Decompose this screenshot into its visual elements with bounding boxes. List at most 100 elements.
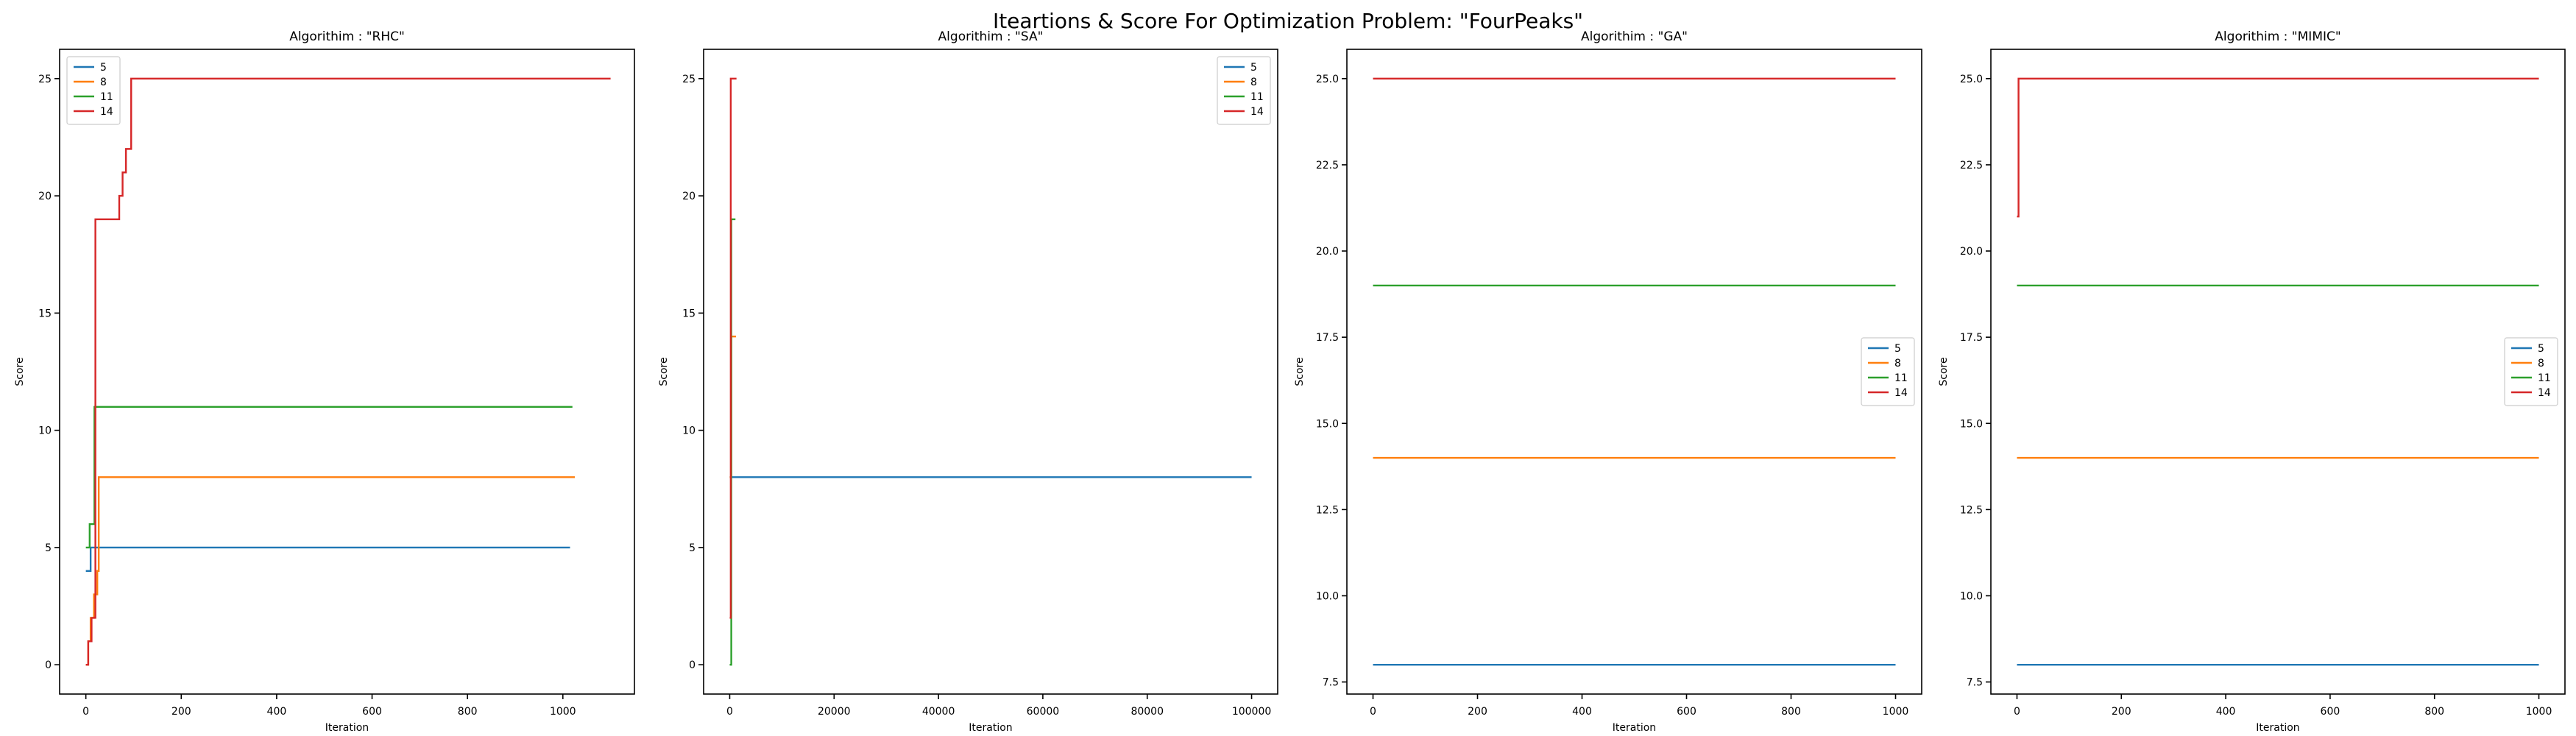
y-tick-label: 17.5 <box>1960 332 1983 344</box>
x-tick-label: 200 <box>171 706 191 718</box>
legend-label: 5 <box>2538 343 2544 355</box>
y-tick-label: 15 <box>682 308 696 319</box>
axes-frame <box>1346 49 1922 695</box>
y-tick-label: 12.5 <box>1316 504 1339 516</box>
legend-label: 14 <box>2538 387 2551 399</box>
y-axis-label: Score <box>658 357 670 386</box>
legend-label: 14 <box>100 106 113 118</box>
y-tick-label: 25.0 <box>1960 74 1983 85</box>
legend-label: 14 <box>1250 106 1264 118</box>
x-tick-label: 20000 <box>818 706 851 718</box>
plot-area <box>60 49 634 694</box>
y-tick-label: 25.0 <box>1316 74 1339 85</box>
y-tick-label: 5 <box>45 542 52 554</box>
legend: 5 8 11 14 <box>2504 337 2558 406</box>
y-axis-label: Score <box>1938 357 1950 386</box>
y-tick-label: 10 <box>682 425 696 437</box>
y-tick-label: 22.5 <box>1316 160 1339 171</box>
plot-area <box>704 49 1278 694</box>
x-tick-label: 100000 <box>1232 706 1271 718</box>
chart-panel: 0 200 400 600 800 1000 7.5 10.0 12.5 15.0 17.5 20.0… <box>1294 29 1922 734</box>
x-tick-label: 200 <box>2112 706 2131 718</box>
legend: 5 8 11 14 <box>66 56 121 125</box>
chart-title: Algorithim : "MIMIC" <box>2215 29 2340 44</box>
y-tick-label: 25 <box>38 74 52 85</box>
legend-label: 8 <box>100 77 107 88</box>
x-tick-label: 80000 <box>1130 706 1164 718</box>
x-tick-label: 0 <box>726 706 733 718</box>
y-tick-label: 15 <box>38 308 52 319</box>
chart-title: Algorithim : "RHC" <box>289 29 405 44</box>
y-tick-label: 22.5 <box>1960 160 1983 171</box>
chart-panel: 0 20000 40000 60000 80000 100000 0 5 10 15 20 25 Alg… <box>658 29 1278 734</box>
x-axis-label: Iteration <box>1613 722 1656 734</box>
y-tick-label: 20.0 <box>1316 246 1339 258</box>
y-tick-label: 0 <box>689 659 696 671</box>
y-tick-label: 10.0 <box>1960 590 1983 602</box>
x-tick-label: 400 <box>1572 706 1592 718</box>
legend: 5 8 11 14 <box>1861 337 1915 406</box>
legend-box <box>1861 337 1915 406</box>
series-line-11 <box>85 406 573 549</box>
series-line-14 <box>2017 77 2539 218</box>
series-group <box>85 77 611 666</box>
y-tick-label: 17.5 <box>1316 332 1339 344</box>
legend-label: 11 <box>100 91 113 103</box>
legend-label: 5 <box>100 62 107 74</box>
x-axis-label: Iteration <box>969 722 1012 734</box>
legend-label: 11 <box>1250 91 1264 103</box>
x-tick-label: 600 <box>2321 706 2340 718</box>
y-tick-label: 10.0 <box>1316 590 1339 602</box>
legend-label: 8 <box>2538 358 2544 369</box>
plot-area <box>1991 49 2565 694</box>
x-tick-label: 600 <box>362 706 382 718</box>
x-tick-label: 1000 <box>550 706 576 718</box>
y-tick-label: 20.0 <box>1960 246 1983 258</box>
x-axis-label: Iteration <box>2256 722 2299 734</box>
plot-area <box>1347 49 1922 694</box>
series-group <box>2017 77 2539 666</box>
chart-panel: 0 200 400 600 800 1000 7.5 10.0 12.5 15.0 17.5 20.0… <box>1938 29 2566 734</box>
legend-box <box>2504 337 2558 406</box>
x-tick-label: 0 <box>1370 706 1376 718</box>
y-tick-label: 15.0 <box>1316 418 1339 430</box>
chart-panel: 0 200 400 600 800 1000 0 5 10 15 20 25 Algorithim : … <box>14 29 635 734</box>
axes-frame <box>703 49 1278 695</box>
y-tick-label: 20 <box>38 191 52 202</box>
legend-label: 8 <box>1894 358 1901 369</box>
legend-box <box>66 56 121 125</box>
x-tick-label: 400 <box>267 706 287 718</box>
legend-label: 14 <box>1894 387 1908 399</box>
x-axis-label: Iteration <box>325 722 369 734</box>
y-axis-label: Score <box>14 357 26 386</box>
y-tick-label: 15.0 <box>1960 418 1983 430</box>
axes-frame <box>59 49 635 695</box>
x-tick-label: 800 <box>2424 706 2444 718</box>
x-tick-label: 0 <box>82 706 89 718</box>
y-tick-label: 12.5 <box>1960 504 1983 516</box>
x-tick-label: 400 <box>2216 706 2236 718</box>
legend-box <box>1217 56 1271 125</box>
y-tick-label: 10 <box>38 425 52 437</box>
x-tick-label: 800 <box>458 706 478 718</box>
series-line-14 <box>729 77 737 619</box>
x-tick-label: 600 <box>1677 706 1696 718</box>
y-axis-label: Score <box>1294 357 1306 386</box>
series-group <box>1373 77 1896 666</box>
legend-label: 8 <box>1250 77 1257 88</box>
x-tick-label: 200 <box>1468 706 1487 718</box>
axes-frame <box>1990 49 2566 695</box>
x-tick-label: 1000 <box>1883 706 1909 718</box>
x-tick-label: 60000 <box>1027 706 1060 718</box>
y-tick-label: 0 <box>45 659 52 671</box>
x-tick-label: 1000 <box>2526 706 2552 718</box>
chart-title: Algorithim : "GA" <box>1581 29 1688 44</box>
y-tick-label: 20 <box>682 191 696 202</box>
y-tick-label: 7.5 <box>1967 677 1983 689</box>
y-tick-label: 25 <box>682 74 696 85</box>
figure-title: Iteartions & Score For Optimization Prob… <box>992 9 1584 33</box>
legend: 5 8 11 14 <box>1217 56 1271 125</box>
x-tick-label: 800 <box>1781 706 1801 718</box>
